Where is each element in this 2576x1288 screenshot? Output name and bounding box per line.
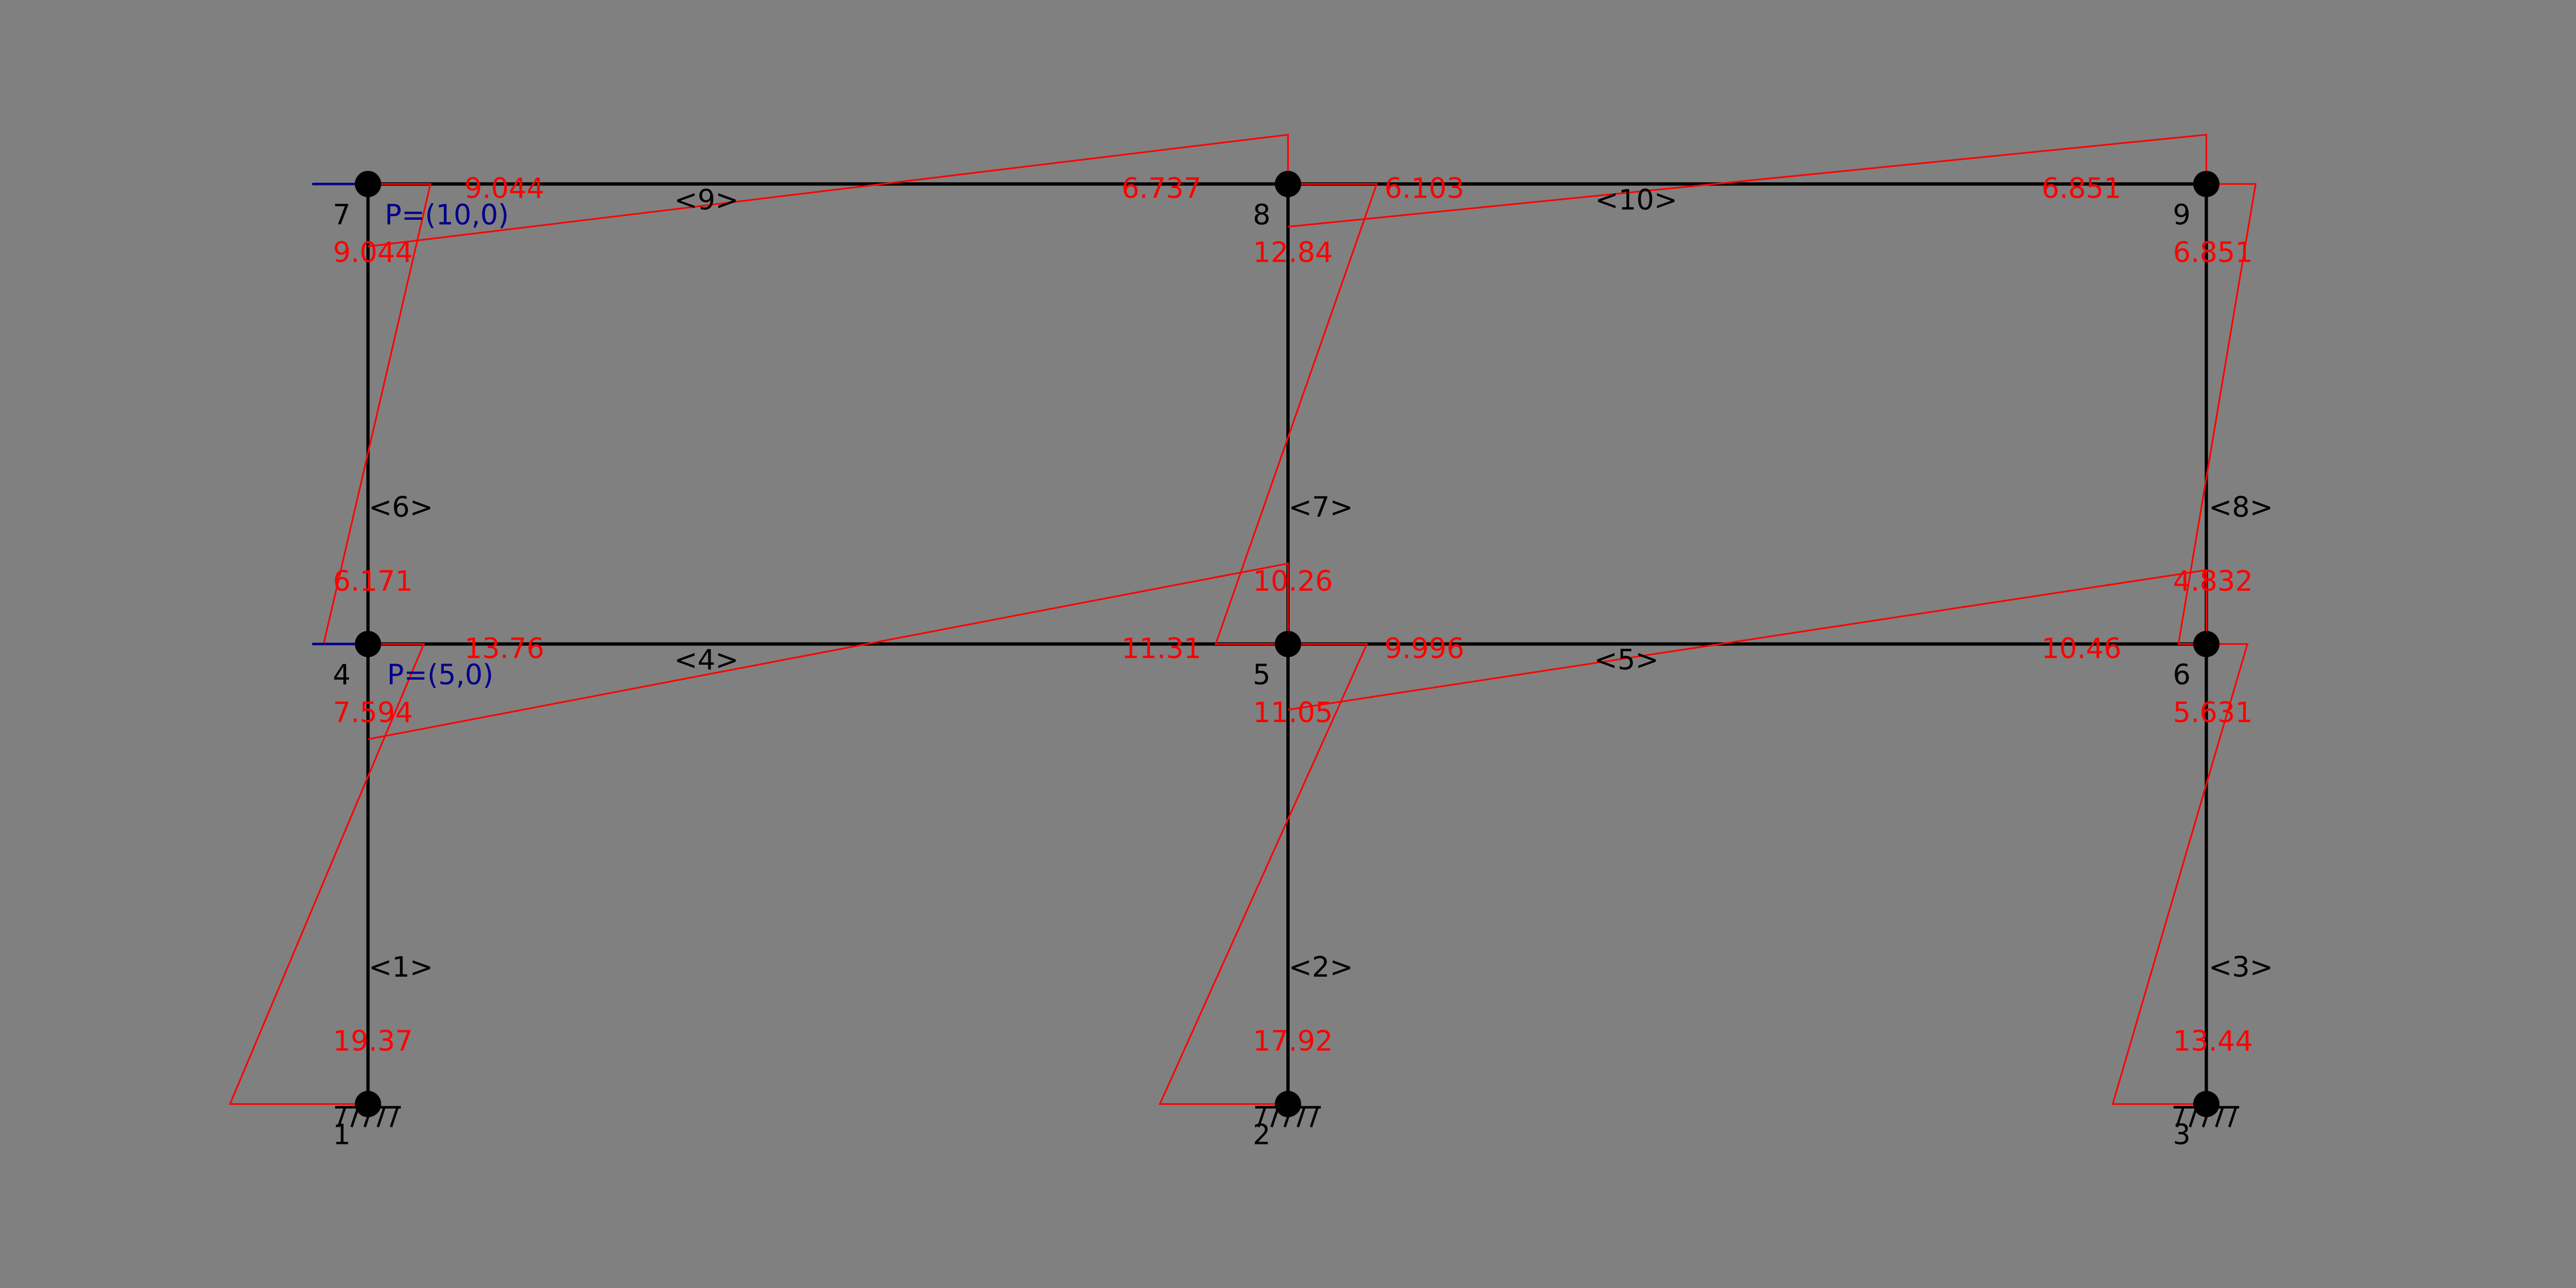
moment-value: 6.103 xyxy=(1385,172,1465,205)
node-label: 4 xyxy=(333,659,351,691)
load-label: P=(10,0) xyxy=(385,198,509,231)
moment-value: 11.05 xyxy=(1253,696,1333,729)
load-label: P=(5,0) xyxy=(387,659,494,691)
moment-value: 9.044 xyxy=(464,172,544,205)
moment-value: 10.26 xyxy=(1253,565,1333,597)
moment-value: 5.631 xyxy=(2173,696,2253,729)
moment-value: 13.76 xyxy=(464,632,544,665)
member-label: <4> xyxy=(674,644,739,676)
node-label: 8 xyxy=(1253,198,1270,231)
member-label: <3> xyxy=(2208,951,2273,983)
member-label: <7> xyxy=(1289,491,1353,523)
moment-value: 7.594 xyxy=(333,696,413,729)
moment-value: 4.832 xyxy=(2173,565,2253,597)
moment-value: 9.044 xyxy=(333,236,413,269)
moment-value: 6.851 xyxy=(2042,172,2122,205)
member-label: <8> xyxy=(2208,491,2273,523)
moment-value: 6.851 xyxy=(2173,236,2253,269)
node-dots xyxy=(354,171,2220,1117)
node-label: 1 xyxy=(333,1119,351,1151)
node-label: 7 xyxy=(333,198,351,231)
moment-value: 12.84 xyxy=(1253,236,1333,269)
node-label: 2 xyxy=(1253,1119,1270,1151)
moment-value: 13.44 xyxy=(2173,1025,2253,1057)
node-label: 5 xyxy=(1253,659,1270,691)
member-label: <2> xyxy=(1289,951,1353,983)
moment-value: 6.171 xyxy=(333,565,413,597)
moment-value: 17.92 xyxy=(1253,1025,1333,1057)
moment-value: 9.996 xyxy=(1385,632,1465,665)
labels: 1 2 3 4 5 6 7 8 9 <1> <2> <3> <4> <5> <6> <7> <8> <9> <10>… xyxy=(333,172,2273,1151)
moment-diagram xyxy=(229,134,2257,1105)
member-label: <10> xyxy=(1595,184,1677,216)
member-label: <1> xyxy=(369,951,433,983)
node-label: 9 xyxy=(2173,198,2191,231)
moment-value: 19.37 xyxy=(333,1025,413,1057)
member-label: <9> xyxy=(674,184,739,216)
moment-value: 10.46 xyxy=(2042,632,2122,665)
member-label: <5> xyxy=(1594,644,1659,676)
moment-value: 11.31 xyxy=(1121,632,1201,665)
member-label: <6> xyxy=(369,491,433,523)
node-label: 6 xyxy=(2173,659,2191,691)
node-label: 3 xyxy=(2173,1119,2191,1151)
moment-value: 6.737 xyxy=(1121,172,1201,205)
